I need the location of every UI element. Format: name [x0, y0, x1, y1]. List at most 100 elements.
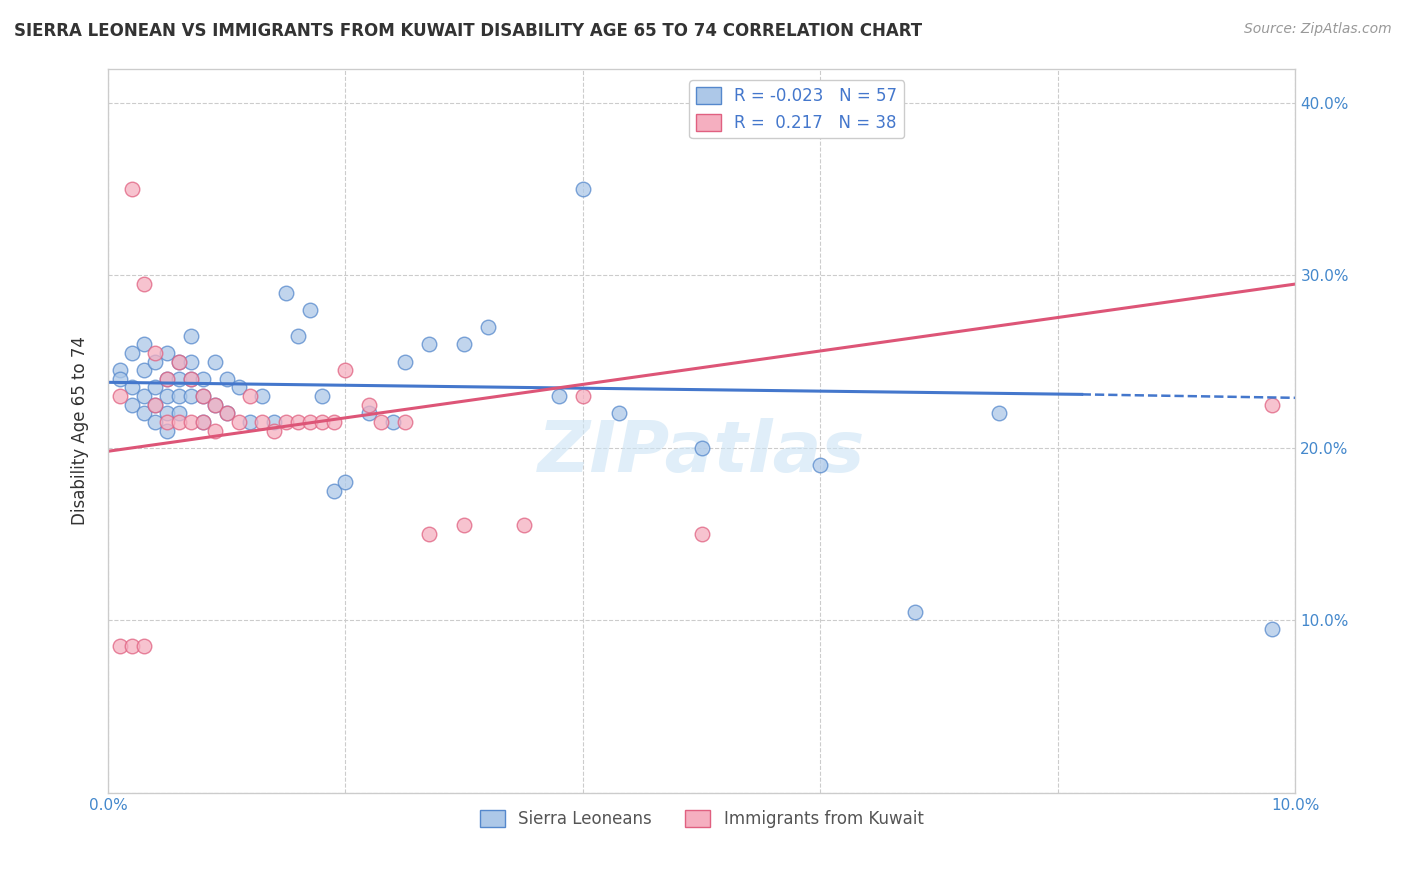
Point: [572, 389, 595, 403]
Point: [180, 354, 202, 368]
Point: [418, 337, 440, 351]
Point: [572, 182, 595, 196]
Point: [453, 518, 475, 533]
Point: [167, 354, 190, 368]
Point: [145, 380, 167, 394]
Point: [167, 406, 190, 420]
Point: [298, 415, 321, 429]
Point: [311, 415, 333, 429]
Point: [121, 346, 143, 360]
Point: [215, 372, 238, 386]
Point: [263, 415, 285, 429]
Y-axis label: Disability Age 65 to 74: Disability Age 65 to 74: [72, 336, 89, 525]
Point: [132, 389, 155, 403]
Point: [1260, 398, 1282, 412]
Point: [904, 605, 927, 619]
Point: [156, 424, 179, 438]
Point: [121, 639, 143, 653]
Point: [987, 406, 1010, 420]
Point: [156, 372, 179, 386]
Point: [180, 389, 202, 403]
Point: [274, 415, 297, 429]
Point: [548, 389, 571, 403]
Point: [215, 406, 238, 420]
Point: [322, 483, 344, 498]
Point: [204, 398, 226, 412]
Point: [156, 415, 179, 429]
Point: [394, 415, 416, 429]
Legend: Sierra Leoneans, Immigrants from Kuwait: Sierra Leoneans, Immigrants from Kuwait: [474, 804, 931, 835]
Point: [145, 398, 167, 412]
Point: [263, 424, 285, 438]
Point: [215, 406, 238, 420]
Point: [156, 389, 179, 403]
Point: [108, 372, 131, 386]
Point: [298, 302, 321, 317]
Point: [335, 363, 357, 377]
Point: [167, 389, 190, 403]
Point: [145, 354, 167, 368]
Point: [239, 415, 262, 429]
Point: [287, 328, 309, 343]
Point: [191, 415, 214, 429]
Point: [477, 320, 499, 334]
Point: [145, 398, 167, 412]
Point: [167, 372, 190, 386]
Point: [287, 415, 309, 429]
Point: [204, 398, 226, 412]
Point: [121, 380, 143, 394]
Point: [239, 389, 262, 403]
Point: [690, 527, 713, 541]
Point: [132, 277, 155, 291]
Point: [191, 389, 214, 403]
Point: [382, 415, 405, 429]
Text: Source: ZipAtlas.com: Source: ZipAtlas.com: [1244, 22, 1392, 37]
Point: [1260, 622, 1282, 636]
Point: [108, 639, 131, 653]
Point: [167, 354, 190, 368]
Text: SIERRA LEONEAN VS IMMIGRANTS FROM KUWAIT DISABILITY AGE 65 TO 74 CORRELATION CHA: SIERRA LEONEAN VS IMMIGRANTS FROM KUWAIT…: [14, 22, 922, 40]
Point: [180, 328, 202, 343]
Point: [156, 372, 179, 386]
Point: [180, 372, 202, 386]
Point: [180, 415, 202, 429]
Point: [145, 415, 167, 429]
Point: [690, 441, 713, 455]
Text: ZIPatlas: ZIPatlas: [538, 417, 866, 487]
Point: [191, 415, 214, 429]
Point: [156, 406, 179, 420]
Point: [145, 346, 167, 360]
Point: [453, 337, 475, 351]
Point: [418, 527, 440, 541]
Point: [512, 518, 534, 533]
Point: [322, 415, 344, 429]
Point: [132, 406, 155, 420]
Point: [167, 415, 190, 429]
Point: [359, 406, 381, 420]
Point: [274, 285, 297, 300]
Point: [156, 346, 179, 360]
Point: [228, 380, 250, 394]
Point: [132, 639, 155, 653]
Point: [191, 389, 214, 403]
Point: [370, 415, 392, 429]
Point: [108, 389, 131, 403]
Point: [132, 363, 155, 377]
Point: [810, 458, 832, 472]
Point: [252, 415, 274, 429]
Point: [607, 406, 630, 420]
Point: [359, 398, 381, 412]
Point: [335, 475, 357, 490]
Point: [108, 363, 131, 377]
Point: [180, 372, 202, 386]
Point: [132, 337, 155, 351]
Point: [311, 389, 333, 403]
Point: [204, 354, 226, 368]
Point: [252, 389, 274, 403]
Point: [121, 398, 143, 412]
Point: [191, 372, 214, 386]
Point: [394, 354, 416, 368]
Point: [228, 415, 250, 429]
Point: [121, 182, 143, 196]
Point: [204, 424, 226, 438]
